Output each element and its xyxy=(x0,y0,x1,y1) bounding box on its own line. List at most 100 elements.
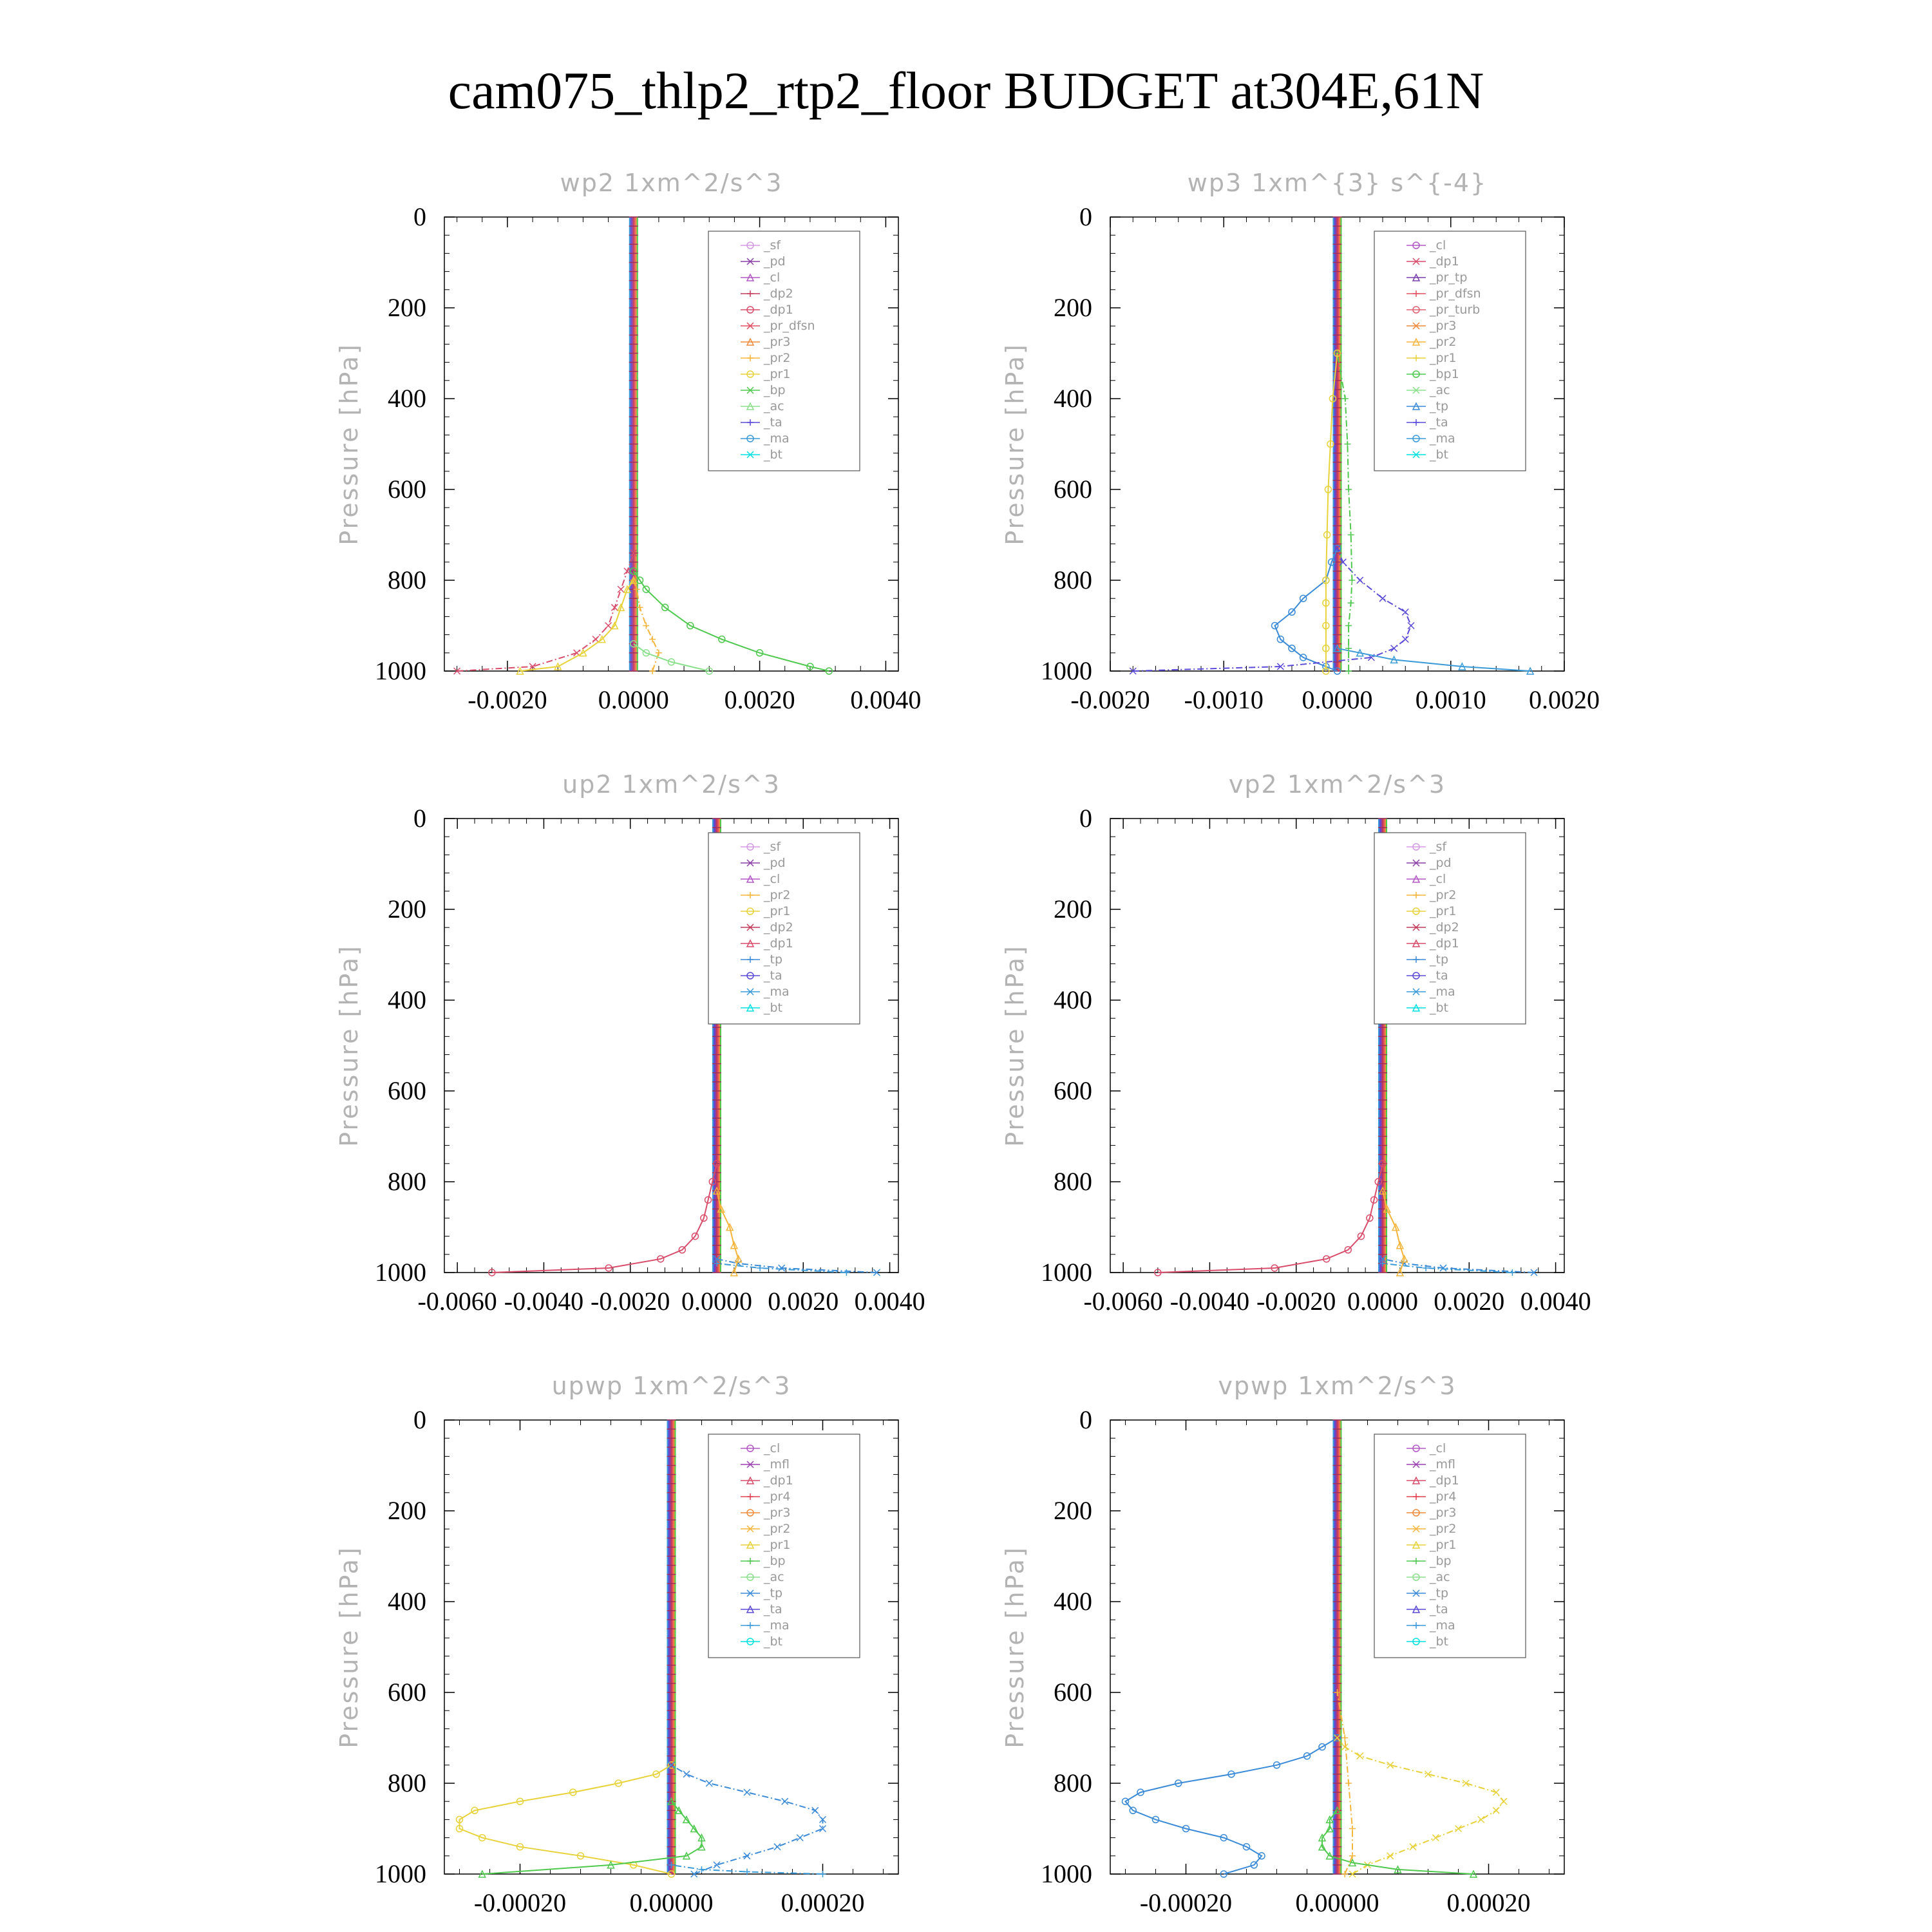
data-point xyxy=(1299,654,1307,661)
legend-box xyxy=(1374,231,1526,471)
data-point xyxy=(682,1852,691,1860)
legend-label: _pr2 xyxy=(1429,1522,1456,1536)
legend-marker xyxy=(1413,1622,1419,1629)
legend-label: _ma xyxy=(763,1618,790,1633)
legend-marker xyxy=(1412,435,1420,442)
data-point xyxy=(1339,558,1347,566)
data-point xyxy=(1379,1260,1386,1267)
x-tick-label: 0.00020 xyxy=(781,1888,865,1917)
legend-marker xyxy=(746,451,754,459)
legend-label: _pr2 xyxy=(763,1522,790,1536)
legend-marker xyxy=(746,988,754,996)
series-_bp xyxy=(630,567,833,675)
data-point xyxy=(1345,1780,1352,1786)
series-_pr2 xyxy=(1334,1689,1356,1877)
series-_tp xyxy=(1271,544,1341,675)
data-point xyxy=(1325,1852,1334,1860)
data-point xyxy=(569,1788,577,1796)
data-point xyxy=(1401,608,1409,616)
legend-marker xyxy=(746,337,755,346)
data-point xyxy=(1258,1852,1265,1860)
legend-marker xyxy=(1412,972,1420,980)
data-point xyxy=(1378,1186,1387,1195)
legend-marker xyxy=(746,1589,754,1597)
data-point xyxy=(773,1843,781,1851)
series-line xyxy=(1337,647,1531,672)
plot-frame xyxy=(1110,818,1565,1273)
data-point xyxy=(1175,1779,1182,1787)
x-tick-label: 0.00020 xyxy=(1447,1888,1531,1917)
x-tick-label: -0.00020 xyxy=(1140,1888,1232,1917)
series-line xyxy=(1325,353,1338,671)
x-tick-label: -0.0020 xyxy=(1070,685,1150,714)
legend-label: _pr4 xyxy=(1429,1490,1456,1504)
series-_tp xyxy=(1121,1734,1341,1878)
y-tick-label: 600 xyxy=(388,475,426,504)
data-point xyxy=(1370,1196,1378,1204)
data-point xyxy=(1345,486,1352,493)
data-point xyxy=(667,658,676,666)
data-point xyxy=(1318,1743,1326,1751)
data-point xyxy=(649,636,656,643)
data-point xyxy=(1333,1734,1341,1742)
legend-marker xyxy=(1412,1003,1421,1012)
data-point xyxy=(1327,440,1334,448)
legend: _sf _pd _cl _pr2 _pr1 _dp2 _dp1_tp _ta _ma _bt xyxy=(708,832,860,1025)
data-point xyxy=(607,1861,615,1869)
data-point xyxy=(734,1255,743,1263)
legend-label: _bp xyxy=(763,1554,786,1568)
data-point xyxy=(1396,1268,1405,1276)
data-point xyxy=(712,1186,721,1195)
legend-marker xyxy=(1413,419,1419,426)
data-point xyxy=(516,667,524,675)
series-_bp xyxy=(1318,1806,1478,1878)
chart-panel-5: upwp 1xm^2/s^3 Pressure [hPa] 0 200 400 600 80… xyxy=(335,1372,899,1917)
data-point xyxy=(697,1833,706,1842)
x-tick-label: -0.0040 xyxy=(1170,1287,1249,1316)
data-point xyxy=(1347,531,1354,538)
data-point xyxy=(554,662,562,670)
data-point xyxy=(1299,594,1307,602)
data-point xyxy=(755,649,764,657)
series-line xyxy=(1133,548,1412,672)
x-tick-label: 0.0010 xyxy=(1416,685,1486,714)
data-point xyxy=(811,1806,819,1814)
data-point xyxy=(643,622,650,629)
legend-label: _cl xyxy=(1429,872,1446,886)
data-point xyxy=(873,1269,880,1276)
data-point xyxy=(718,635,726,643)
data-point xyxy=(683,1770,690,1778)
data-point xyxy=(616,603,625,612)
data-point xyxy=(1182,1824,1190,1833)
legend-marker xyxy=(746,1509,754,1517)
data-point xyxy=(649,668,656,674)
legend-label: _pr2 xyxy=(1429,888,1456,902)
x-tick-label: 0.0020 xyxy=(1529,685,1600,714)
data-point xyxy=(1400,1255,1408,1263)
legend-label: _ta xyxy=(1429,969,1448,983)
legend-marker xyxy=(1412,939,1421,947)
y-tick-label: 1000 xyxy=(1041,1258,1092,1287)
data-point xyxy=(1394,1865,1402,1873)
legend-marker xyxy=(1412,843,1420,851)
data-point xyxy=(1492,1788,1500,1796)
legend-label: _dp1 xyxy=(763,303,793,317)
data-point xyxy=(576,1852,585,1860)
data-point xyxy=(1341,1743,1349,1751)
x-tick-label: -0.0020 xyxy=(468,685,547,714)
x-tick-label: 0.0040 xyxy=(850,685,921,714)
data-point xyxy=(642,649,650,657)
legend-marker xyxy=(746,258,754,265)
data-point xyxy=(652,1770,660,1778)
data-point xyxy=(1318,1833,1327,1842)
data-point xyxy=(1151,1815,1160,1824)
data-point xyxy=(1387,1852,1394,1860)
legend-label: _dp2 xyxy=(1429,920,1459,934)
data-point xyxy=(614,1779,622,1787)
legend-marker xyxy=(746,322,754,330)
data-point xyxy=(1322,1255,1331,1263)
data-point xyxy=(1288,645,1296,652)
data-point xyxy=(825,667,833,675)
series-line xyxy=(633,643,710,672)
